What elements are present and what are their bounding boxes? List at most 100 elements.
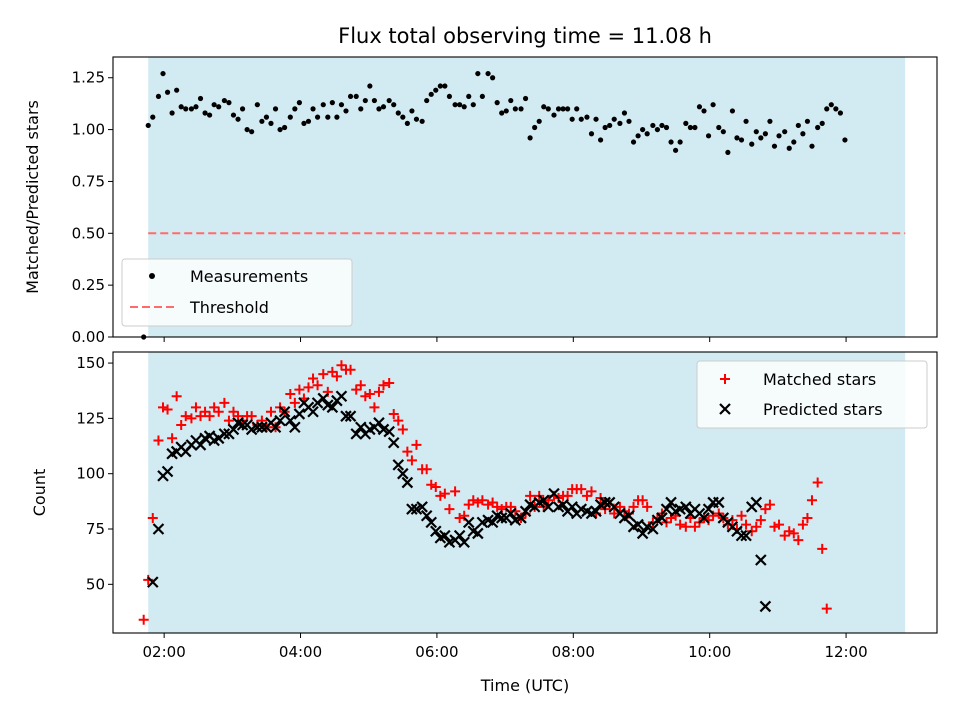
measurement-point [461,104,467,110]
predicted-star-point [344,410,357,422]
predicted-star-point [660,503,673,515]
measurement-point [230,112,237,118]
predicted-star-point [698,512,710,524]
predicted-star-point [420,509,433,522]
measurement-point [758,135,764,141]
predicted-star-point [350,428,362,440]
predicted-star-point [665,496,677,509]
predicted-star-point [152,523,165,535]
predicted-star-point [453,529,466,542]
measurement-point [738,137,745,143]
matched-legend-glyph [720,374,730,384]
predicted-star-point [373,417,385,429]
ratio-x-ticks [163,337,847,342]
measurement-point [334,114,340,120]
measurement-point [367,83,373,89]
matched-star-point [327,366,338,377]
predicted-star-point [647,523,659,535]
matched-star-point [680,521,691,532]
predicted-star-point [623,509,635,522]
predicted-star-point [284,414,297,427]
matched-star-point [285,389,296,400]
measurement-point [263,114,270,120]
matched-star-point [308,373,319,384]
measurement-point [310,106,316,112]
matched-star-point [351,384,362,395]
matched-star-point [331,371,342,382]
measurement-point [197,95,204,102]
measurement-point [296,100,302,106]
measurement-point [842,137,848,143]
measurement-point [380,104,387,110]
measurement-point [824,106,830,112]
measurement-point [503,108,509,114]
matched-star-point [468,495,479,506]
matched-star-point [360,391,371,402]
matched-star-point [204,411,215,422]
predicted-star-point [759,600,772,613]
measurement-point [833,106,839,112]
measurement-point [749,141,755,147]
measurement-point [654,126,661,133]
matched-star-point [246,411,257,422]
matched-star-point [586,486,597,497]
matched-star-point [760,504,771,515]
count-y-axis-label: Count [30,469,49,517]
predicted-star-point [161,465,174,478]
measurement-point [659,122,665,129]
measurement-point [292,106,298,112]
matched-star-point [769,521,780,532]
matched-star-point [318,369,329,380]
predicted-star-point [227,423,240,436]
predicted-star-point [218,428,231,440]
measurement-point [663,124,670,131]
measurement-point [782,129,788,135]
measurement-point [164,89,171,95]
measurement-point [207,112,213,118]
matched-star-point [755,515,766,526]
predicted-star-point [147,576,159,588]
measurement-point [565,106,571,112]
matched-star-point [378,380,389,391]
measurement-point [837,110,843,116]
measurement-point [791,139,797,145]
measurement-point [593,116,599,122]
matched-star-point [450,486,461,497]
matched-star-point [153,435,164,446]
measurement-point [244,126,250,133]
measurement-point [776,133,782,139]
matched-star-point [746,526,757,537]
measurement-point [597,137,604,143]
matched-star-point [492,501,503,512]
measurement-point [362,97,368,104]
measurement-point [518,106,524,112]
matched-star-point [793,535,804,546]
predicted-star-point [293,408,306,420]
measurement-point [174,87,180,93]
measurement-point [672,147,679,153]
matched-star-point [345,364,356,375]
predicted-star-point [274,414,286,427]
measurement-point [560,106,566,112]
predicted-star-point [439,529,451,542]
measurement-point [701,108,707,114]
measurement-point [668,139,674,145]
x-tick-label: 06:00 [415,643,458,661]
measurement-point [353,93,359,100]
predicted-star-point [472,527,484,540]
measurement-point [470,102,476,108]
predicted-star-point [335,390,348,403]
predicted-legend-glyph [719,403,731,415]
measurement-point [178,104,184,110]
measurement-point [188,106,195,112]
measurement-point [692,124,698,131]
predicted-star-point [462,516,475,529]
matched-star-point [147,512,158,523]
measurement-point [536,118,542,124]
x-tick-label: 12:00 [824,643,867,661]
matched-star-point [167,433,178,444]
measurement-point [490,75,496,81]
matched-star-point [797,519,808,530]
measurement-point [268,120,274,126]
measurement-point [305,118,312,124]
